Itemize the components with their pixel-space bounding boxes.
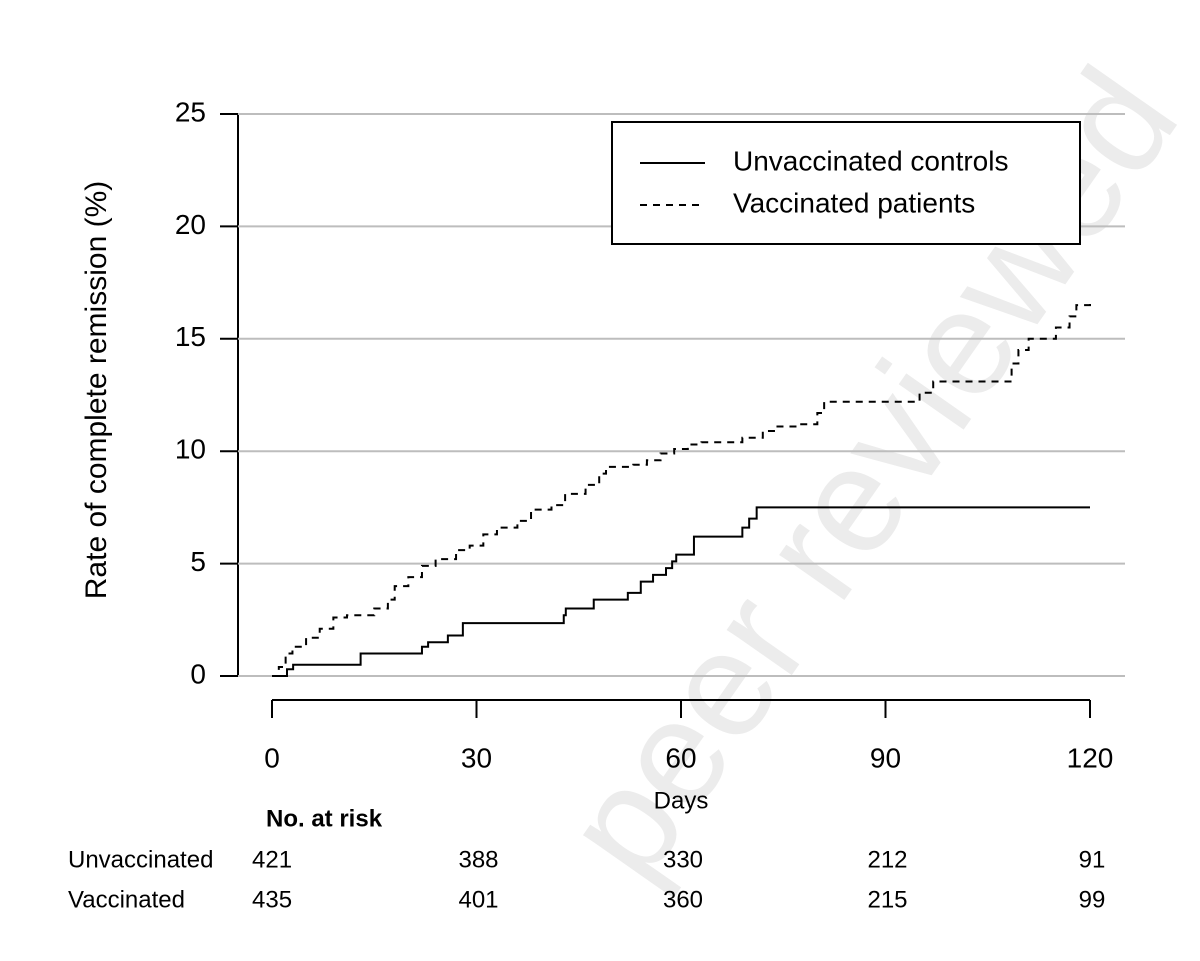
risk-value: 215: [867, 886, 907, 913]
risk-value: 401: [458, 886, 498, 913]
risk-value: 421: [252, 846, 292, 873]
y-tick-label: 15: [175, 321, 206, 352]
risk-value: 91: [1079, 846, 1106, 873]
step-line: [272, 300, 1091, 677]
x-tick-label: 90: [870, 742, 901, 773]
y-tick-label: 0: [190, 658, 206, 689]
y-axis-label: Rate of complete remission (%): [80, 181, 113, 599]
y-tick-label: 10: [175, 434, 206, 465]
y-tick-label: 25: [175, 96, 206, 127]
x-axis-label: Days: [654, 787, 709, 814]
y-tick-label: 20: [175, 209, 206, 240]
x-tick-label: 120: [1067, 742, 1114, 773]
legend-label: Vaccinated patients: [733, 187, 975, 218]
risk-value: 330: [663, 846, 703, 873]
risk-value: 388: [458, 846, 498, 873]
risk-row-label: Unvaccinated: [68, 846, 213, 873]
y-tick-label: 5: [190, 546, 206, 577]
x-tick-label: 30: [461, 742, 492, 773]
step-line: [272, 506, 1090, 677]
legend-label: Unvaccinated controls: [733, 145, 1008, 176]
x-tick-label: 60: [665, 742, 696, 773]
risk-value: 360: [663, 886, 703, 913]
x-tick-label: 0: [264, 742, 280, 773]
risk-value: 435: [252, 886, 292, 913]
risk-value: 212: [867, 846, 907, 873]
risk-row-label: Vaccinated: [68, 886, 185, 913]
legend-box: [611, 121, 1081, 245]
risk-title: No. at risk: [266, 805, 383, 832]
risk-value: 99: [1079, 886, 1106, 913]
